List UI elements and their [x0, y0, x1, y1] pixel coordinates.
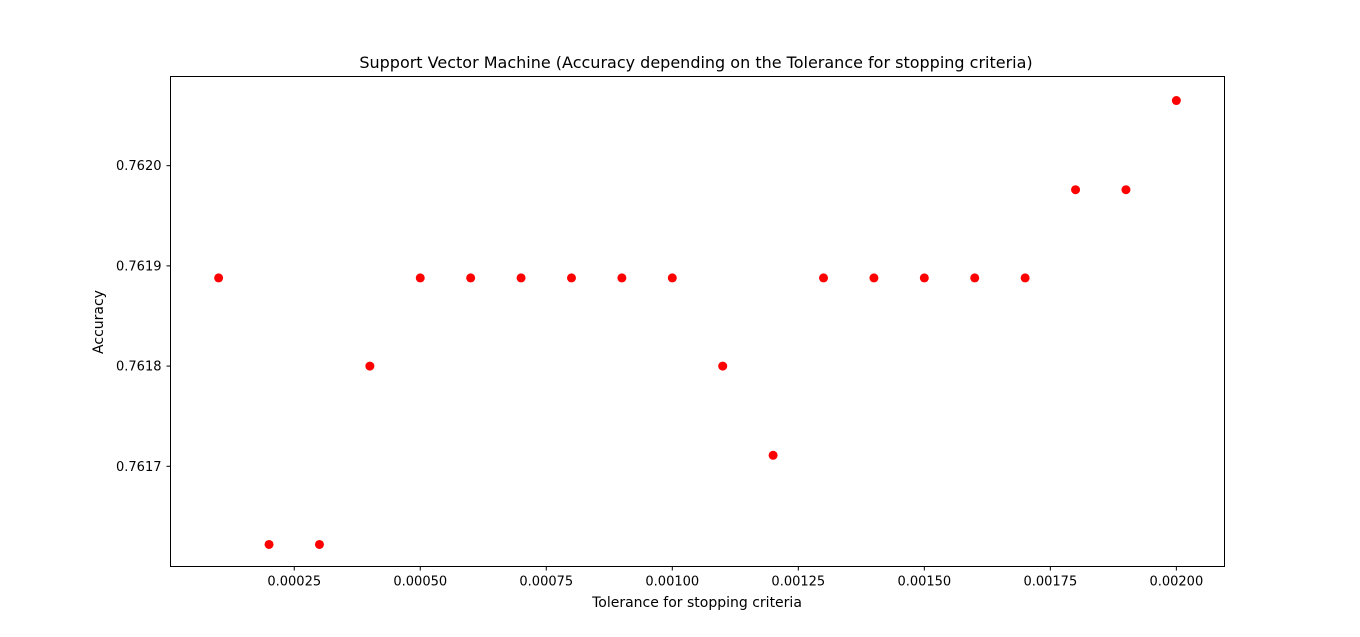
data-point: [264, 539, 274, 549]
data-point: [1171, 96, 1181, 106]
plot-area: [214, 96, 1181, 549]
chart-title: Support Vector Machine (Accuracy dependi…: [359, 53, 1032, 72]
x-tick-label: 0.00150: [897, 575, 951, 590]
data-point: [617, 273, 627, 283]
data-point: [970, 273, 980, 283]
y-axis: 0.7617 0.7618 0.7619 0.7620: [116, 159, 171, 475]
x-tick-label: 0.00200: [1149, 575, 1203, 590]
data-point: [869, 273, 879, 283]
y-tick-label: 0.7620: [116, 159, 162, 174]
x-axis: 0.00025 0.00050 0.00075 0.00100 0.00125 0.001…: [267, 566, 1203, 590]
data-point: [1071, 185, 1081, 195]
y-tick-label: 0.7618: [116, 360, 162, 375]
plot-frame: [170, 76, 1225, 567]
data-point: [919, 273, 929, 283]
x-tick-label: 0.00175: [1023, 575, 1077, 590]
data-point: [214, 273, 224, 283]
data-point: [516, 273, 526, 283]
data-point: [566, 273, 576, 283]
data-point: [314, 539, 324, 549]
y-tick-label: 0.7619: [116, 259, 162, 274]
data-point: [1020, 273, 1030, 283]
x-tick-label: 0.00125: [771, 575, 825, 590]
data-point: [466, 273, 476, 283]
y-axis-label: Accuracy: [91, 290, 107, 354]
data-point: [1121, 185, 1131, 195]
data-point: [768, 450, 778, 460]
x-tick-label: 0.00100: [645, 575, 699, 590]
x-tick-label: 0.00050: [393, 575, 447, 590]
data-point: [365, 361, 375, 371]
data-point: [667, 273, 677, 283]
data-point: [718, 361, 728, 371]
x-tick-label: 0.00025: [267, 575, 321, 590]
y-tick-label: 0.7617: [116, 460, 162, 475]
data-point: [819, 273, 829, 283]
x-tick-label: 0.00075: [519, 575, 573, 590]
data-point: [415, 273, 425, 283]
x-axis-label: Tolerance for stopping criteria: [591, 595, 802, 611]
